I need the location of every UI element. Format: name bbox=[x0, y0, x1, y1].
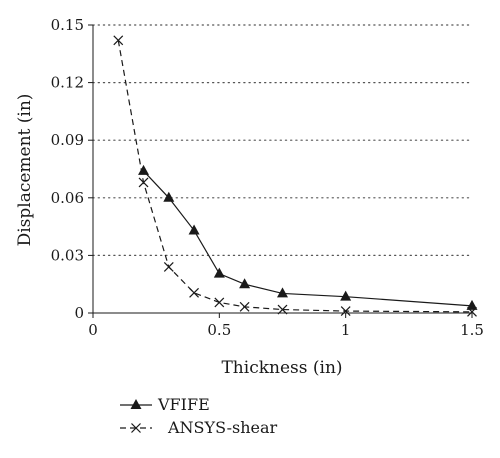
x-tick-label: 1 bbox=[341, 321, 351, 339]
y-tick-label: 0 bbox=[74, 304, 84, 322]
data-point-vfife bbox=[138, 164, 150, 175]
y-tick-label: 0.12 bbox=[51, 74, 84, 92]
legend: VFIFE ANSYS-shear bbox=[120, 395, 278, 437]
data-series bbox=[113, 35, 478, 317]
data-point-vfife bbox=[277, 287, 288, 298]
x-tick-label: 0 bbox=[88, 321, 98, 339]
data-point-ansys-shear bbox=[138, 177, 149, 188]
tick-labels: 0 0.03 0.06 0.09 0.12 0.15 0 0.5 1 1.5 bbox=[51, 16, 484, 339]
series-line-vfife bbox=[143, 170, 473, 307]
data-point-ansys-shear bbox=[189, 287, 199, 298]
legend-label-vfife: VFIFE bbox=[157, 395, 210, 414]
data-point-vfife bbox=[340, 290, 352, 301]
data-point-ansys-shear bbox=[467, 306, 477, 317]
x-marker-stroke bbox=[189, 287, 199, 298]
data-point-vfife bbox=[163, 191, 175, 202]
x-marker-stroke bbox=[113, 35, 124, 46]
series-ansys-shear bbox=[113, 35, 477, 317]
x-axis-title: Thickness (in) bbox=[221, 358, 342, 378]
data-point-ansys-shear bbox=[163, 261, 174, 272]
data-point-ansys-shear bbox=[277, 304, 288, 315]
series-line-ansys-shear bbox=[117, 40, 473, 313]
data-point-ansys-shear bbox=[214, 297, 225, 308]
data-point-vfife bbox=[466, 299, 478, 310]
legend-item-ansys-shear: ANSYS-shear bbox=[120, 418, 278, 437]
data-point-vfife bbox=[239, 278, 251, 289]
x-marker-stroke bbox=[163, 261, 174, 272]
y-tick-label: 0.06 bbox=[51, 189, 84, 207]
x-marker-stroke bbox=[340, 306, 351, 317]
x-marker-stroke bbox=[277, 304, 288, 315]
x-marker-stroke bbox=[131, 423, 141, 433]
x-marker-stroke bbox=[239, 301, 250, 312]
data-point-vfife bbox=[213, 267, 225, 278]
legend-item-vfife: VFIFE bbox=[120, 395, 210, 414]
x-marker-stroke bbox=[138, 177, 149, 188]
data-point-ansys-shear bbox=[239, 301, 250, 312]
y-tick-label: 0.09 bbox=[51, 131, 84, 149]
data-point-ansys-shear bbox=[113, 35, 124, 46]
x-marker-stroke bbox=[467, 306, 477, 317]
legend-label-ansys-shear: ANSYS-shear bbox=[167, 418, 278, 437]
grid-lines bbox=[92, 24, 473, 256]
x-tick-label: 0.5 bbox=[207, 321, 231, 339]
legend-marker-ansys-shear bbox=[131, 423, 141, 433]
y-tick-label: 0.15 bbox=[51, 16, 84, 34]
x-tick-label: 1.5 bbox=[460, 321, 484, 339]
data-point-vfife bbox=[188, 224, 200, 235]
y-tick-label: 0.03 bbox=[51, 246, 84, 264]
x-marker-stroke bbox=[214, 297, 225, 308]
axes bbox=[88, 24, 473, 318]
data-point-ansys-shear bbox=[340, 306, 351, 317]
legend-marker-vfife bbox=[130, 399, 142, 409]
y-axis-title: Displacement (in) bbox=[15, 94, 35, 247]
series-vfife bbox=[138, 164, 478, 310]
